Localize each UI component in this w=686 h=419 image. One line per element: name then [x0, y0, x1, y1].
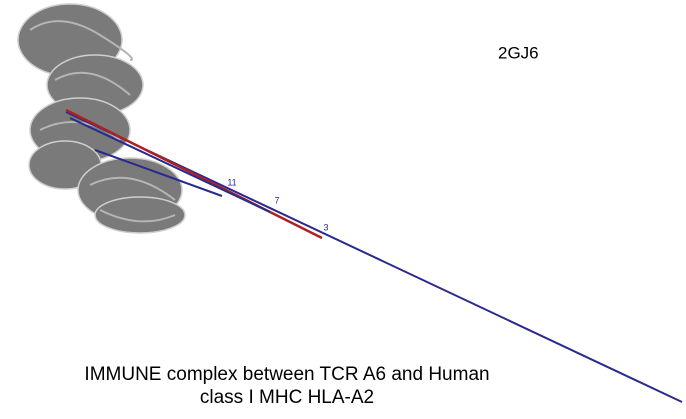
page: 2GJ6 11 7 3 IMMUNE complex between TCR A… [0, 0, 686, 414]
pdb-id: 2GJ6 [498, 43, 539, 62]
marker-label: 7 [274, 195, 279, 205]
domain [95, 197, 185, 233]
caption-line: class I MHC HLA-A2 [200, 387, 374, 408]
figure: 2GJ6 11 7 3 IMMUNE complex between TCR A… [0, 0, 686, 414]
caption-line: IMMUNE complex between TCR A6 and Human [84, 364, 489, 385]
marker-label: 11 [227, 177, 236, 187]
marker-label: 3 [323, 222, 328, 232]
